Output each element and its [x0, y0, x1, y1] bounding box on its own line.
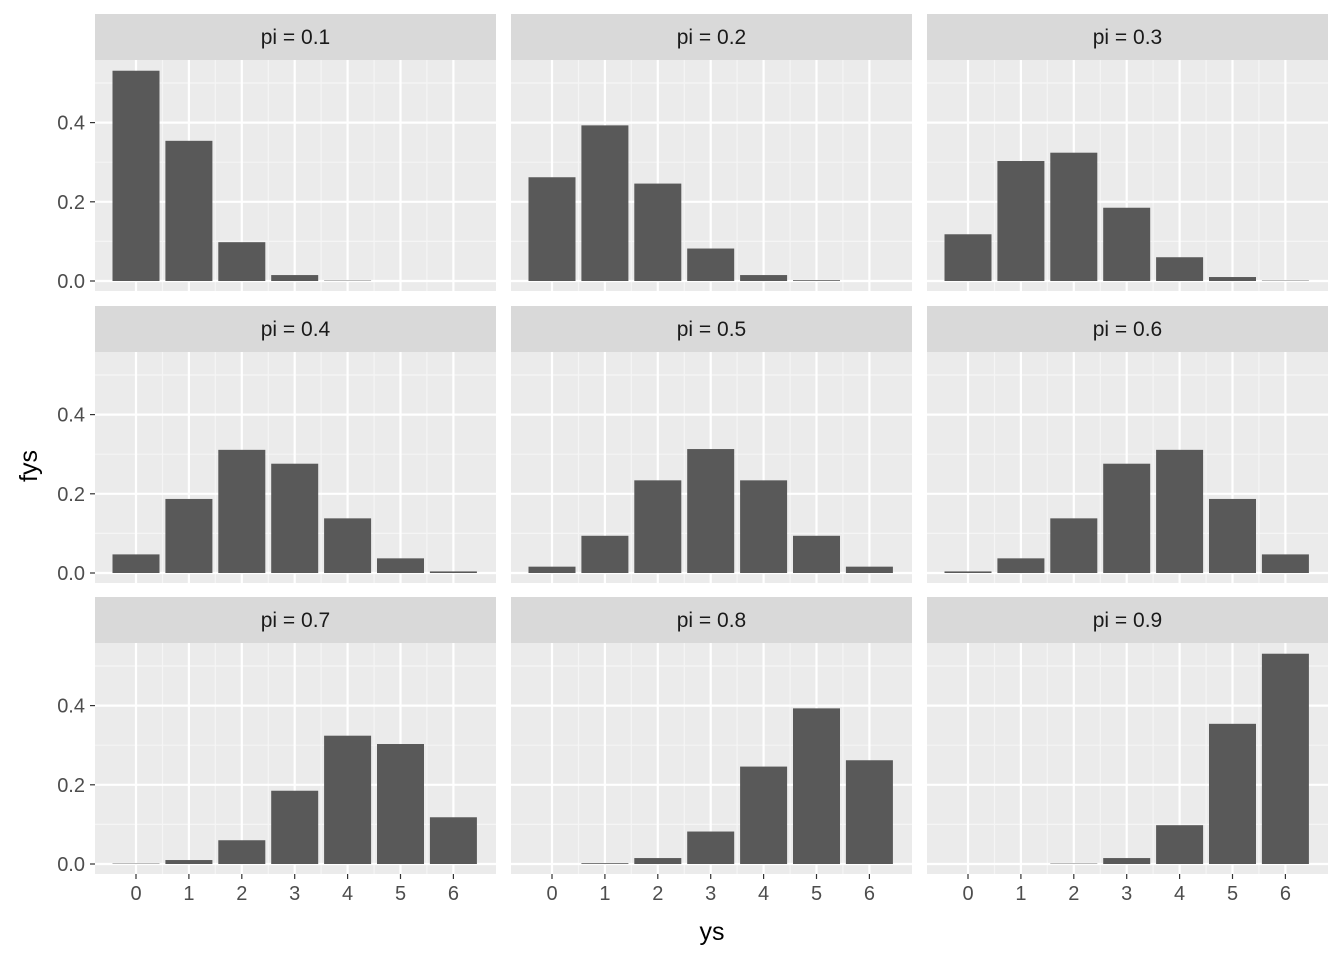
bar: [377, 744, 424, 864]
bar: [687, 832, 734, 864]
x-tick-label: 0: [962, 883, 973, 905]
y-tick-label: 0.4: [57, 113, 85, 135]
bar: [529, 177, 576, 281]
bar: [740, 480, 787, 573]
bar: [1156, 825, 1203, 864]
y-tick-label: 0.2: [57, 192, 85, 214]
bar: [430, 817, 477, 864]
bar: [165, 860, 212, 864]
facet-label: pi = 0.9: [1093, 609, 1162, 632]
bar: [581, 863, 628, 864]
bar: [740, 767, 787, 864]
bar: [687, 249, 734, 281]
x-tick-label: 3: [289, 883, 300, 905]
bar: [846, 760, 893, 864]
x-tick-label: 5: [395, 883, 406, 905]
facet-label: pi = 0.7: [261, 609, 330, 632]
x-tick-label: 6: [864, 883, 875, 905]
bar: [634, 480, 681, 573]
x-tick-label: 4: [758, 883, 769, 905]
bar: [1209, 724, 1256, 864]
facet-label: pi = 0.2: [677, 26, 746, 49]
bar: [1209, 277, 1256, 281]
bar: [1156, 257, 1203, 281]
bar: [324, 736, 371, 864]
y-tick-label: 0.4: [57, 696, 85, 718]
bar: [846, 567, 893, 573]
bar: [1103, 208, 1150, 281]
y-tick-label: 0.2: [57, 775, 85, 797]
bar: [634, 858, 681, 864]
bar: [165, 499, 212, 573]
x-tick-label: 1: [183, 883, 194, 905]
x-tick-label: 0: [546, 883, 557, 905]
bar: [218, 450, 265, 573]
y-axis-title: fys: [15, 450, 43, 482]
x-tick-label: 3: [1121, 883, 1132, 905]
bar: [324, 518, 371, 573]
facet-label: pi = 0.6: [1093, 318, 1162, 341]
facet-label: pi = 0.5: [677, 318, 746, 341]
bar: [1262, 654, 1309, 864]
facet-label: pi = 0.3: [1093, 26, 1162, 49]
y-tick-label: 0.2: [57, 484, 85, 506]
bar: [740, 275, 787, 281]
bar: [430, 571, 477, 573]
bar: [687, 449, 734, 573]
x-tick-label: 2: [652, 883, 663, 905]
bar: [113, 554, 160, 573]
bar: [1050, 153, 1097, 281]
bar: [1156, 450, 1203, 573]
bar: [1103, 464, 1150, 573]
bar: [218, 840, 265, 864]
bar: [218, 242, 265, 281]
x-tick-label: 1: [599, 883, 610, 905]
bar: [271, 464, 318, 573]
facet-label: pi = 0.1: [261, 26, 330, 49]
bar: [529, 567, 576, 573]
x-tick-label: 6: [448, 883, 459, 905]
bar: [793, 536, 840, 573]
bar: [945, 234, 992, 281]
bar: [793, 280, 840, 281]
bar: [1050, 518, 1097, 573]
x-tick-label: 2: [236, 883, 247, 905]
bar: [997, 558, 1044, 573]
bar: [113, 71, 160, 281]
bar: [1103, 858, 1150, 864]
bar: [581, 536, 628, 573]
y-tick-label: 0.0: [57, 563, 85, 585]
x-tick-label: 6: [1280, 883, 1291, 905]
x-tick-label: 1: [1015, 883, 1026, 905]
bar: [377, 558, 424, 573]
bar: [997, 161, 1044, 281]
bar: [271, 275, 318, 281]
x-tick-label: 5: [811, 883, 822, 905]
bar: [1209, 499, 1256, 573]
bar: [581, 125, 628, 281]
y-tick-label: 0.0: [57, 854, 85, 876]
bar: [1262, 554, 1309, 573]
facet-label: pi = 0.8: [677, 609, 746, 632]
bar: [634, 184, 681, 281]
bar: [945, 571, 992, 573]
x-tick-label: 0: [130, 883, 141, 905]
bar: [271, 791, 318, 864]
x-tick-label: 5: [1227, 883, 1238, 905]
bar: [793, 708, 840, 864]
x-tick-label: 3: [705, 883, 716, 905]
x-axis-title: ys: [700, 918, 725, 946]
x-tick-label: 4: [1174, 883, 1185, 905]
facet-label: pi = 0.4: [261, 318, 331, 341]
y-tick-label: 0.0: [57, 271, 85, 293]
x-tick-label: 2: [1068, 883, 1079, 905]
x-tick-label: 4: [342, 883, 353, 905]
y-tick-label: 0.4: [57, 405, 85, 427]
bar: [165, 141, 212, 281]
